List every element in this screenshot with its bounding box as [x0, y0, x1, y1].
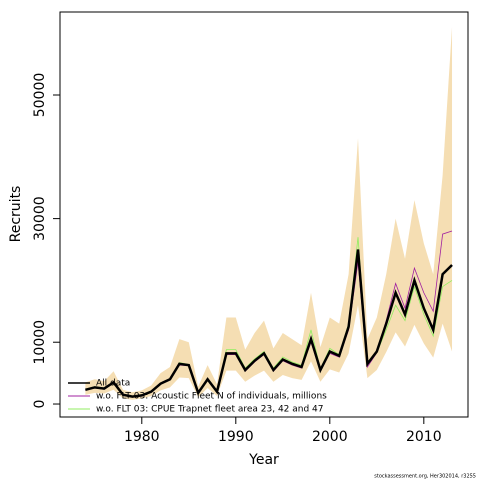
series-line [85, 249, 453, 398]
y-tick-label: 0 [32, 400, 48, 409]
footnote: stockassessment.org, Her302014, r3255 [374, 474, 476, 480]
y-tick-label: 30000 [32, 196, 48, 241]
plot-frame [59, 11, 469, 418]
x-tick-label: 2000 [312, 429, 348, 445]
y-tick-label: 10000 [32, 320, 48, 365]
x-tick-label: 1980 [124, 429, 160, 445]
y-axis-label: Recruits [8, 186, 24, 243]
legend-label: w.o. FLT 03: Acoustic Fleet N of individ… [96, 392, 327, 402]
x-axis-label: Year [248, 452, 279, 468]
confidence-band [85, 27, 453, 400]
y-tick-label: 50000 [32, 73, 48, 118]
legend-label: w.o. FLT 03: CPUE Trapnet fleet area 23,… [96, 405, 324, 415]
x-tick-label: 2010 [406, 429, 442, 445]
x-tick-label: 1990 [218, 429, 254, 445]
legend-label: All data [96, 379, 130, 389]
